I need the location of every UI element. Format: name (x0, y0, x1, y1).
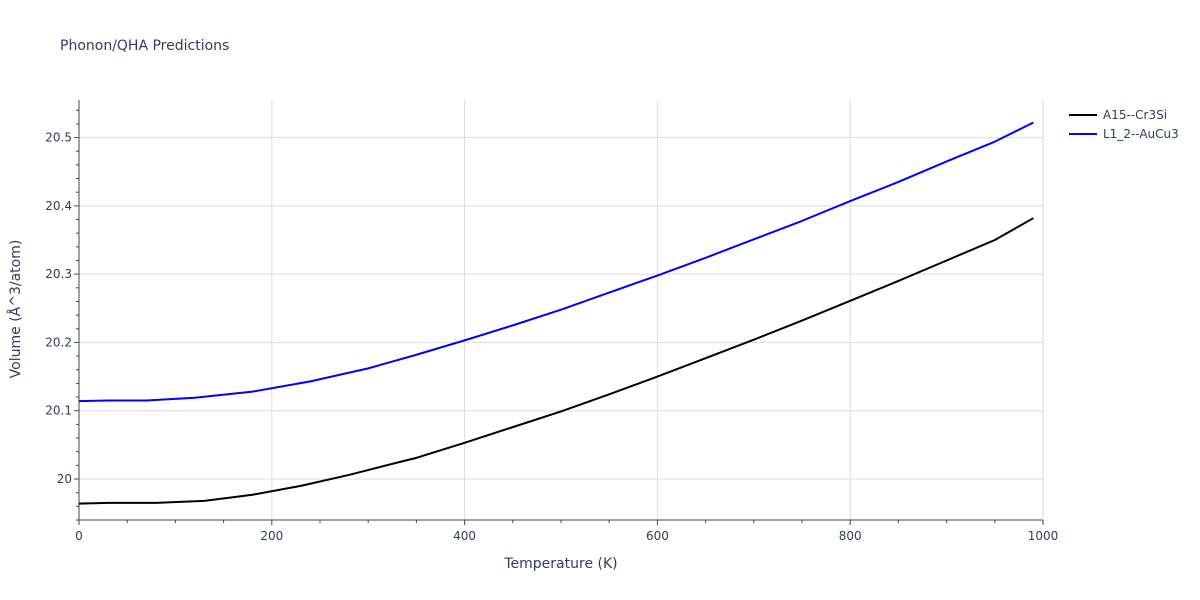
legend-item-0[interactable]: A15--Cr3Si (1069, 108, 1167, 122)
y-tick-label: 20.5 (45, 131, 72, 145)
x-axis-title: Temperature (K) (503, 556, 617, 572)
series-line-0[interactable] (78, 217, 1034, 505)
chart-title: Phonon/QHA Predictions (60, 38, 229, 54)
x-tick-label: 1000 (1028, 529, 1059, 543)
series-layer (78, 121, 1034, 505)
y-axis-title: Volume (Å^3/atom) (7, 240, 24, 379)
legend-item-1[interactable]: L1_2--AuCu3 (1069, 127, 1179, 141)
legend-label: A15--Cr3Si (1103, 108, 1167, 122)
axes: 0 200 400 600 800 1000 20 20.1 20.2 20.3 20.4 20.5 (45, 100, 1058, 543)
x-tick-label: 0 (75, 529, 83, 543)
y-tick-label: 20.2 (45, 335, 72, 349)
series-line-1[interactable] (78, 121, 1034, 403)
grid (79, 100, 1044, 520)
legend[interactable]: A15--Cr3Si L1_2--AuCu3 (1069, 108, 1179, 141)
x-tick-label: 600 (646, 529, 669, 543)
y-tick-label: 20 (57, 472, 72, 486)
x-tick-label: 800 (839, 529, 862, 543)
legend-label: L1_2--AuCu3 (1103, 127, 1179, 141)
x-tick-label: 200 (260, 529, 283, 543)
y-tick-label: 20.4 (45, 199, 72, 213)
y-tick-label: 20.3 (45, 267, 72, 281)
x-tick-label: 400 (453, 529, 476, 543)
y-tick-label: 20.1 (45, 404, 72, 418)
